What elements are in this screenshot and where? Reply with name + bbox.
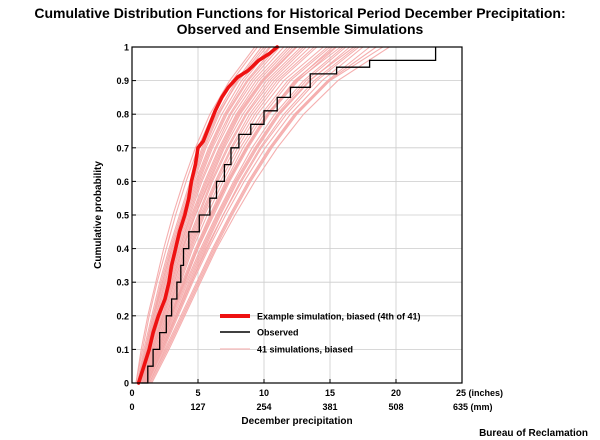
simulation-line <box>150 46 384 384</box>
x-tick-label-mm: 381 <box>322 402 337 412</box>
y-tick-labels: 0 0.1 0.2 0.3 0.4 0.5 0.6 0.7 0.8 0.9 1 <box>116 43 136 389</box>
simulation-line <box>135 46 256 384</box>
x-tick-label-mm: 254 <box>256 402 271 412</box>
y-tick-label: 0.6 <box>116 177 129 187</box>
example-simulation-line <box>136 45 280 385</box>
y-tick-label: 0.5 <box>116 211 129 221</box>
y-axis-label: Cumulative probability <box>93 161 104 269</box>
observed-line <box>141 47 437 384</box>
y-tick-label: 0.1 <box>116 345 129 355</box>
legend-label: Observed <box>257 328 299 338</box>
simulation-line <box>145 46 355 384</box>
y-tick-label: 0.3 <box>116 278 129 288</box>
simulation-line <box>142 46 297 384</box>
simulation-line <box>139 46 270 384</box>
chart-title: Cumulative Distribution Functions for Hi… <box>0 5 600 37</box>
simulation-line <box>140 46 294 384</box>
x-tick-label-inches: 25 (inches) <box>456 388 503 398</box>
chart-title-line-1: Cumulative Distribution Functions for Hi… <box>34 5 566 21</box>
x-tick-label-inches: 20 <box>391 388 401 398</box>
x-tick-label-mm: 127 <box>190 402 205 412</box>
simulation-line <box>151 46 390 384</box>
legend: Example simulation, biased (4th of 41) Ob… <box>220 312 421 355</box>
simulation-line <box>147 46 364 384</box>
y-tick-label: 0.9 <box>116 76 129 86</box>
y-tick-label: 0.7 <box>116 143 129 153</box>
chart-title-line-2: Observed and Ensemble Simulations <box>176 21 424 37</box>
y-tick-label: 1 <box>124 43 129 53</box>
simulation-line <box>144 46 347 384</box>
credit-label: Bureau of Reclamation <box>479 428 588 439</box>
y-tick-label: 0.8 <box>116 110 129 120</box>
x-tick-label-mm: 635 (mm) <box>453 402 493 412</box>
y-tick-label: 0 <box>124 379 129 389</box>
x-tick-label-inches: 5 <box>195 388 200 398</box>
x-axis-label: December precipitation <box>241 416 352 427</box>
x-tick-label-inches: 15 <box>325 388 335 398</box>
y-tick-label: 0.4 <box>116 244 129 254</box>
x-tick-label-mm: 508 <box>388 402 403 412</box>
simulation-line <box>144 46 344 384</box>
simulation-line <box>138 46 268 384</box>
simulation-line <box>147 46 360 384</box>
simulation-line <box>148 46 370 384</box>
simulation-line <box>136 46 262 384</box>
main-series-lines <box>136 45 437 385</box>
x-tick-label-inches: 10 <box>259 388 269 398</box>
x-tick-label-inches: 0 <box>129 388 134 398</box>
legend-label: 41 simulations, biased <box>257 345 353 355</box>
simulation-line <box>148 46 377 384</box>
y-tick-label: 0.2 <box>116 311 129 321</box>
x-tick-label-mm: 0 <box>129 402 134 412</box>
x-tick-labels: 0 0 5 127 10 254 15 381 20 508 25 (inches) 635 (mm) <box>129 379 503 412</box>
legend-label: Example simulation, biased (4th of 41) <box>257 312 421 322</box>
